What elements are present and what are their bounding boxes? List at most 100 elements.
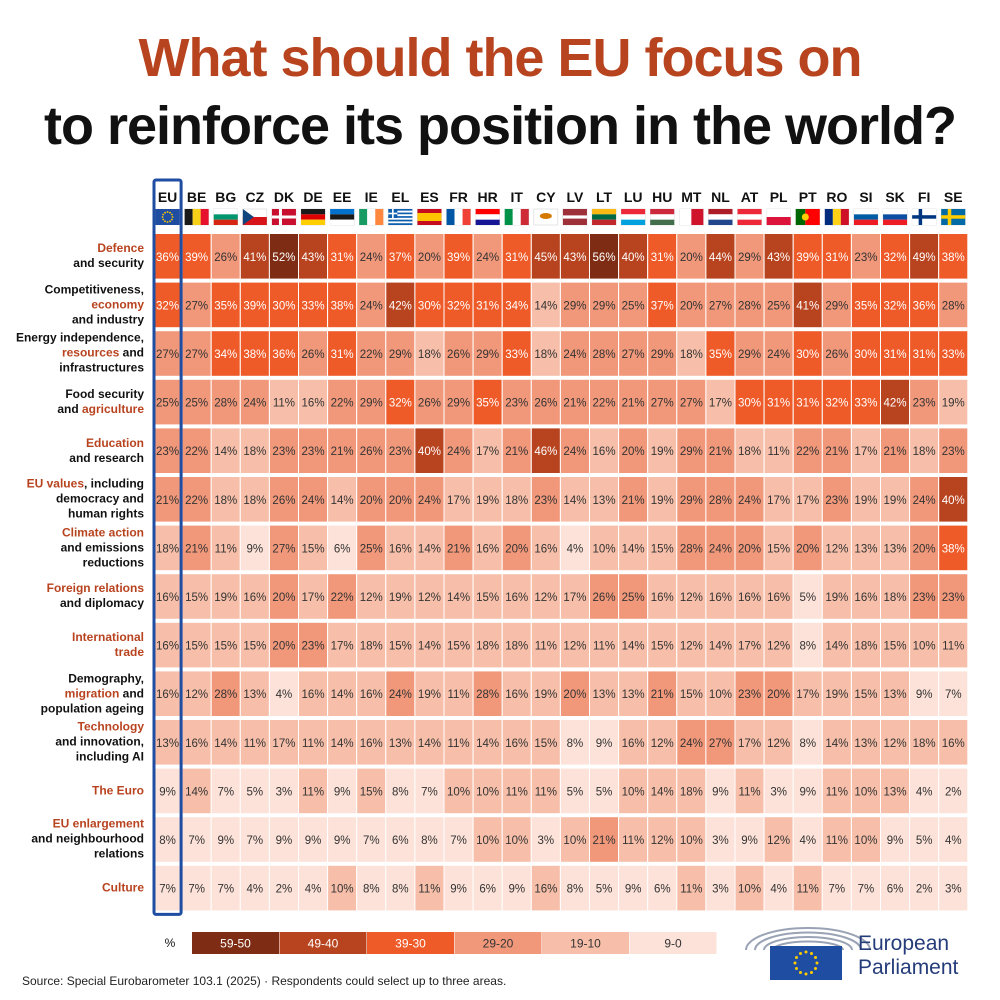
row-label-segment: relations xyxy=(93,846,144,861)
cell-value-label: 16% xyxy=(302,398,325,410)
cell-value-label: 29% xyxy=(680,495,703,507)
cell-value-label: 31% xyxy=(331,349,354,361)
row-label-line: Energy independence, xyxy=(0,331,144,346)
row-label-line: population ageing xyxy=(0,701,144,716)
cell-value-label: 9% xyxy=(596,738,613,750)
cell-value-label: 9% xyxy=(159,786,176,798)
heatmap-cell xyxy=(763,670,794,718)
heatmap-cell xyxy=(850,330,882,377)
cell-value-label: 11% xyxy=(302,738,324,750)
heatmap-cell xyxy=(850,427,882,474)
heatmap-cell xyxy=(734,573,765,620)
cell-value-label: 23% xyxy=(942,592,965,604)
cell-value-label: 27% xyxy=(651,398,674,410)
title-line-2: to reinforce its position in the world? xyxy=(43,96,957,156)
cell-value-label: 29% xyxy=(476,349,499,361)
cell-value-label: 15% xyxy=(360,786,383,798)
cell-value-label: 19% xyxy=(651,495,674,507)
cell-value-label: 11% xyxy=(622,835,644,847)
flag-at-stripe xyxy=(737,219,762,225)
cell-value-label: 9% xyxy=(508,884,525,896)
heatmap-cell xyxy=(880,281,911,329)
heatmap-cell xyxy=(647,864,678,912)
eu-flag-logo-star xyxy=(799,971,802,975)
heatmap-cell xyxy=(850,767,882,815)
flag-nl-stripe xyxy=(708,214,733,220)
row-label-segment: Education xyxy=(85,435,144,450)
cell-value-label: 10% xyxy=(854,835,877,847)
cell-value-label: 32% xyxy=(884,300,907,312)
heatmap-cell xyxy=(763,330,794,377)
row-label-segment: population ageing xyxy=(40,701,144,716)
cell-value-label: 16% xyxy=(767,592,790,604)
cell-value-label: 16% xyxy=(709,592,732,604)
heatmap-cell xyxy=(909,233,940,280)
cell-value-label: 27% xyxy=(156,349,179,361)
cell-value-label: 26% xyxy=(302,349,325,361)
heatmap-cell xyxy=(501,524,532,572)
heatmap-cell xyxy=(676,864,707,912)
cell-value-label: 32% xyxy=(884,252,907,264)
cell-value-label: 23% xyxy=(913,592,936,604)
cell-value-label: 13% xyxy=(854,543,877,555)
heatmap-cell xyxy=(327,573,358,620)
heatmap-cell xyxy=(181,767,212,815)
cell-value-label: 40% xyxy=(622,252,645,264)
cell-value-label: 52% xyxy=(272,252,295,264)
heatmap-cell xyxy=(472,476,503,523)
cell-value-label: 18% xyxy=(738,446,761,458)
row-label-segment: and xyxy=(119,345,144,360)
row-label-segment: including AI xyxy=(75,749,144,764)
cell-value-label: 16% xyxy=(738,592,761,604)
heatmap-cell xyxy=(763,719,794,766)
row-label: Technology and innovation, including AI xyxy=(6,718,144,767)
cell-value-label: 15% xyxy=(243,641,266,653)
heatmap-cell xyxy=(559,621,591,669)
cell-value-label: 20% xyxy=(272,641,295,653)
cell-value-label: 21% xyxy=(563,398,586,410)
cell-value-label: 29% xyxy=(651,349,674,361)
heatmap-cell xyxy=(472,330,503,377)
flag-el-stripe xyxy=(388,219,413,222)
heatmap-cell xyxy=(385,281,416,329)
heatmap-cell xyxy=(152,427,183,474)
cell-value-label: 18% xyxy=(214,495,237,507)
flag-eu-star xyxy=(162,218,165,221)
cell-value-label: 18% xyxy=(680,786,703,798)
heatmap-cell xyxy=(210,670,241,718)
heatmap-cell xyxy=(850,670,882,718)
cell-value-label: 27% xyxy=(709,738,732,750)
country-code-ro: RO xyxy=(826,189,847,205)
cell-value-label: 17% xyxy=(767,495,790,507)
cell-value-label: 23% xyxy=(272,446,295,458)
cell-value-label: 10% xyxy=(476,835,499,847)
cell-value-label: 23% xyxy=(505,398,528,410)
flag-bg-stripe xyxy=(213,214,238,220)
heatmap-cell xyxy=(618,378,649,426)
heatmap-cell xyxy=(356,864,387,912)
cell-value-label: 42% xyxy=(884,398,907,410)
cell-value-label: 14% xyxy=(563,495,586,507)
cell-value-label: 11% xyxy=(418,884,440,896)
heatmap-cell xyxy=(472,864,503,912)
cell-value-label: 5% xyxy=(247,786,264,798)
heatmap-cell xyxy=(734,719,765,766)
heatmap-cell xyxy=(676,281,707,329)
cell-value-label: 25% xyxy=(622,300,645,312)
flag-de-stripe xyxy=(301,219,326,225)
heatmap-cell xyxy=(676,524,707,572)
cell-value-label: 23% xyxy=(156,446,179,458)
row-label-text: Energy independence, resources and infrast… xyxy=(0,331,144,376)
heatmap-cell xyxy=(705,281,736,329)
heatmap-cell xyxy=(327,621,358,669)
heatmap-cell xyxy=(472,767,503,815)
flag-fr-stripe xyxy=(454,209,463,225)
cell-value-label: 11% xyxy=(215,543,237,555)
heatmap-cell xyxy=(268,670,299,718)
heatmap-cell xyxy=(472,816,503,863)
heatmap-cell xyxy=(501,670,532,718)
cell-value-label: 20% xyxy=(680,300,703,312)
cell-value-label: 20% xyxy=(680,252,703,264)
cell-value-label: 8% xyxy=(392,884,409,896)
